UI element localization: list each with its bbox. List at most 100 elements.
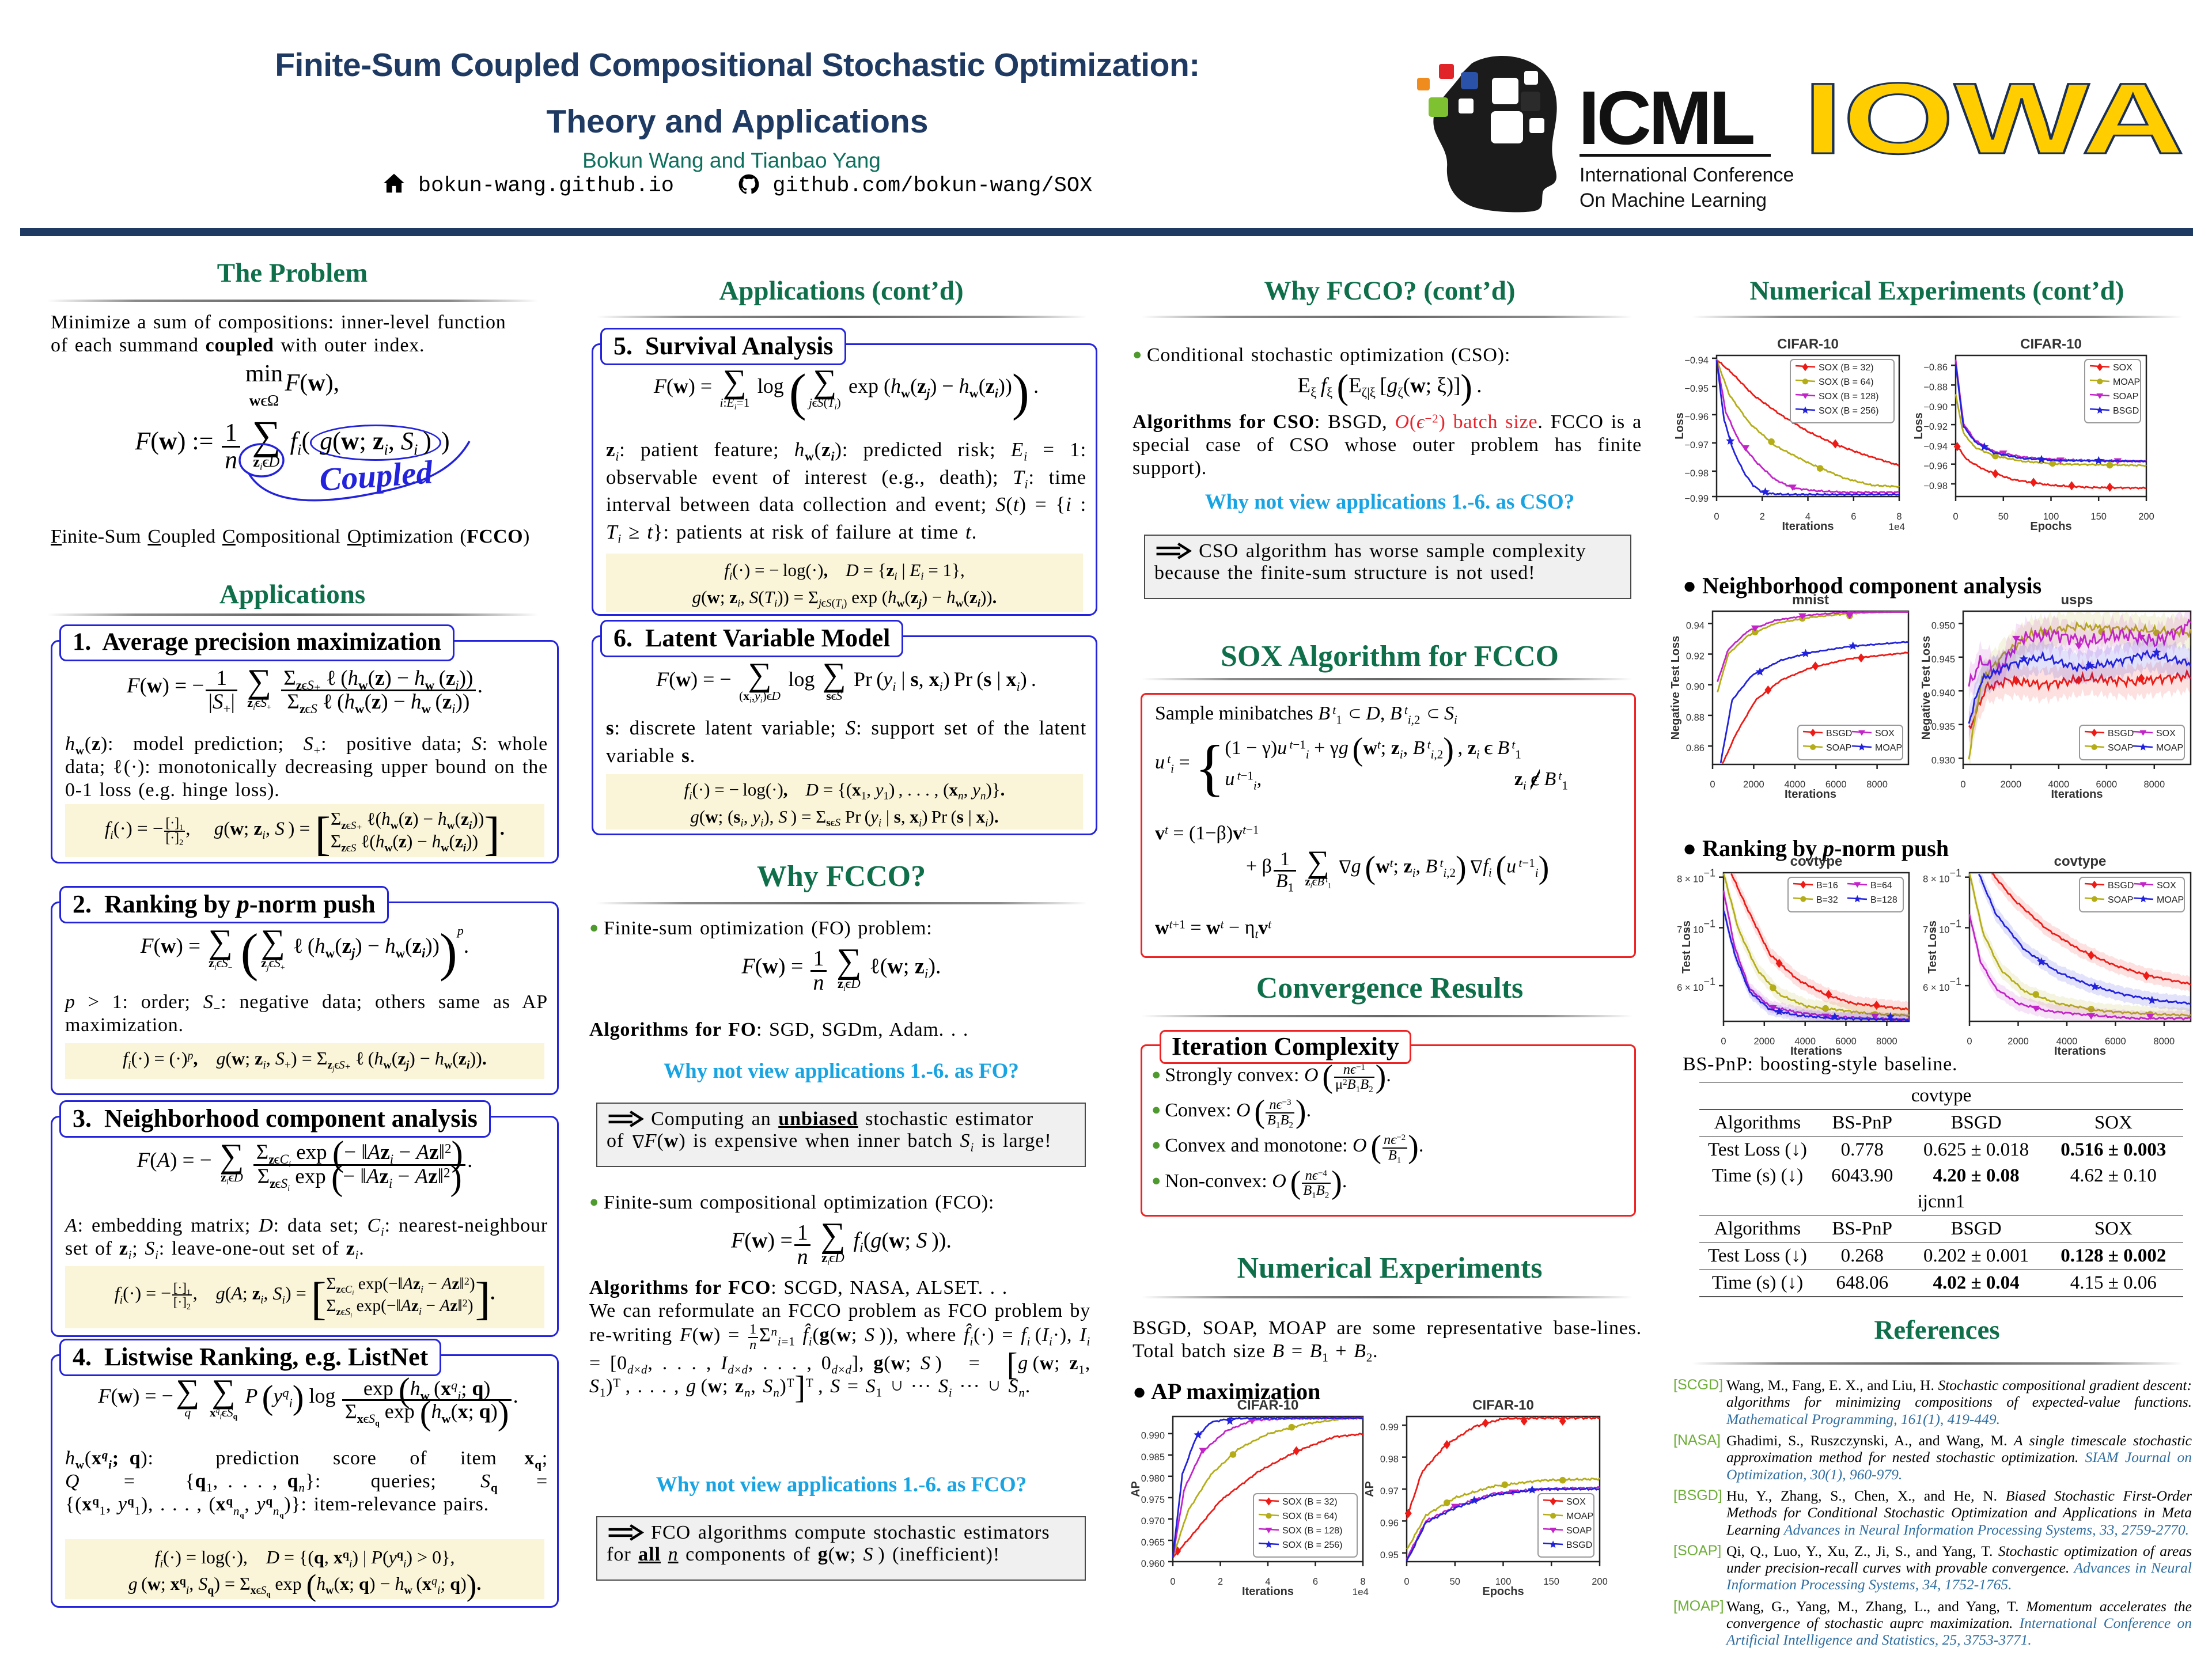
svg-text:BSGD: BSGD [1566,1540,1592,1550]
svg-text:Epochs: Epochs [1482,1585,1524,1597]
svg-text:0.975: 0.975 [1141,1495,1165,1505]
svg-text:150: 150 [2090,512,2107,522]
svg-text:8000: 8000 [1866,779,1888,790]
svg-text:2000: 2000 [1743,779,1764,790]
svg-text:−0.90: −0.90 [1923,402,1948,412]
svg-text:−0.98: −0.98 [1684,468,1709,479]
svg-text:0: 0 [1721,1036,1726,1047]
svg-text:CIFAR-10: CIFAR-10 [1777,337,1839,352]
svg-text:−0.88: −0.88 [1923,382,1948,392]
svg-text:SOX (B = 128): SOX (B = 128) [1282,1526,1343,1536]
svg-text:0.930: 0.930 [1931,755,1955,766]
svg-text:−0.86: −0.86 [1923,362,1948,373]
svg-text:4000: 4000 [2048,779,2070,790]
svg-text:0.99: 0.99 [1380,1422,1399,1433]
svg-text:B=128: B=128 [1870,895,1897,905]
svg-text:0: 0 [1714,512,1719,522]
svg-text:2: 2 [1760,512,1765,522]
svg-text:CIFAR-10: CIFAR-10 [1472,1398,1534,1413]
svg-text:−0.96: −0.96 [1684,412,1709,422]
svg-text:SOX (B = 64): SOX (B = 64) [1282,1512,1338,1521]
svg-text:50: 50 [1450,1577,1460,1587]
svg-text:0.90: 0.90 [1686,682,1705,692]
svg-text:MOAP: MOAP [2113,377,2140,387]
svg-text:SOX: SOX [1875,729,1895,738]
svg-text:8: 8 [1360,1577,1365,1587]
svg-text:1e4: 1e4 [1353,1586,1369,1597]
svg-text:6000: 6000 [1825,779,1847,790]
svg-text:0.940: 0.940 [1931,688,1955,698]
svg-text:−0.99: −0.99 [1684,494,1709,504]
svg-text:6000: 6000 [2096,779,2118,790]
svg-text:SOAP: SOAP [1826,743,1851,753]
svg-text:2000: 2000 [2008,1036,2029,1047]
svg-text:SOAP: SOAP [2113,392,2138,402]
svg-text:4: 4 [1805,512,1810,522]
svg-text:Coupled: Coupled [319,454,435,498]
svg-text:On Machine Learning: On Machine Learning [1580,190,1767,211]
svg-text:100: 100 [2043,512,2059,522]
svg-text:0: 0 [1710,779,1715,790]
svg-text:Iterations: Iterations [2054,1045,2106,1057]
svg-text:B=32: B=32 [1816,895,1838,905]
svg-text:SOAP: SOAP [2108,743,2133,753]
svg-text:0.985: 0.985 [1141,1452,1165,1463]
svg-text:Test Loss: Test Loss [1680,921,1693,974]
svg-text:BSGD: BSGD [2113,406,2139,416]
svg-text:−0.94: −0.94 [1923,441,1948,452]
svg-text:SOX (B = 32): SOX (B = 32) [1819,363,1874,373]
svg-text:−0.98: −0.98 [1923,481,1948,491]
svg-text:0.92: 0.92 [1686,652,1705,662]
svg-text:0.95: 0.95 [1380,1550,1399,1560]
svg-text:0: 0 [1170,1577,1175,1587]
svg-text:AP: AP [1363,1481,1376,1497]
svg-text:BSGD: BSGD [1826,729,1852,738]
svg-text:CIFAR-10: CIFAR-10 [1237,1398,1299,1413]
svg-text:6000: 6000 [2105,1036,2126,1047]
svg-text:Iterations: Iterations [1242,1585,1294,1597]
svg-text:−0.95: −0.95 [1684,384,1709,394]
svg-text:0.97: 0.97 [1380,1486,1399,1497]
svg-text:0.965: 0.965 [1141,1537,1165,1548]
svg-text:MOAP: MOAP [2157,895,2184,905]
svg-text:0: 0 [1960,779,1965,790]
svg-text:0.970: 0.970 [1141,1516,1165,1527]
svg-text:0: 0 [1953,512,1958,522]
svg-text:SOX (B = 256): SOX (B = 256) [1819,406,1879,416]
svg-text:BSGD: BSGD [2108,881,2134,891]
svg-text:2000: 2000 [1753,1036,1775,1047]
svg-text:2: 2 [1218,1577,1223,1587]
svg-text:8 × 10−1: 8 × 10−1 [1923,868,1961,885]
svg-text:0.990: 0.990 [1141,1431,1165,1441]
svg-text:Negative Test Loss: Negative Test Loss [1669,636,1682,740]
svg-text:Test Loss: Test Loss [1926,921,1939,974]
svg-text:4000: 4000 [1784,779,1805,790]
svg-text:100: 100 [1495,1577,1512,1587]
svg-text:Iterations: Iterations [2051,788,2103,800]
svg-text:0.86: 0.86 [1686,743,1705,753]
svg-text:0.950: 0.950 [1931,620,1955,631]
svg-text:0.980: 0.980 [1141,1474,1165,1484]
svg-text:8000: 8000 [2143,779,2165,790]
svg-text:8000: 8000 [2154,1036,2175,1047]
svg-text:6 × 10−1: 6 × 10−1 [1923,976,1961,993]
svg-text:SOX (B = 64): SOX (B = 64) [1819,377,1874,387]
svg-text:6 × 10−1: 6 × 10−1 [1677,976,1715,993]
svg-text:4000: 4000 [1794,1036,1816,1047]
svg-text:0.960: 0.960 [1141,1559,1165,1569]
svg-text:CIFAR-10: CIFAR-10 [2020,337,2082,352]
svg-text:2000: 2000 [2001,779,2022,790]
svg-text:0.945: 0.945 [1931,654,1955,665]
svg-text:−0.94: −0.94 [1684,355,1709,366]
svg-text:50: 50 [1998,512,2009,522]
svg-text:4000: 4000 [2056,1036,2078,1047]
svg-text:mnist: mnist [1792,593,1829,608]
svg-text:−0.92: −0.92 [1923,422,1948,432]
svg-text:−0.97: −0.97 [1684,440,1709,450]
svg-text:MOAP: MOAP [1566,1512,1593,1521]
svg-text:SOX (B = 32): SOX (B = 32) [1282,1497,1338,1507]
svg-text:8 × 10−1: 8 × 10−1 [1677,868,1715,885]
svg-text:0.935: 0.935 [1931,722,1955,732]
svg-text:SOX (B = 128): SOX (B = 128) [1819,392,1879,402]
svg-text:Iterations: Iterations [1782,520,1834,532]
